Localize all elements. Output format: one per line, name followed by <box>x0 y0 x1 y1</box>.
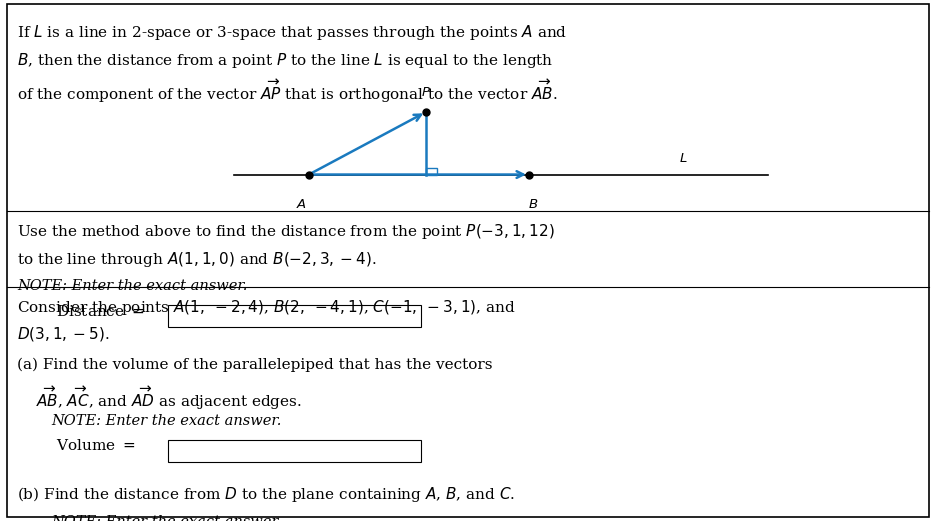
Bar <box>168 440 421 462</box>
Text: of the component of the vector $\overrightarrow{AP}$ that is orthogonal to the v: of the component of the vector $\overrig… <box>17 78 557 105</box>
Text: NOTE: Enter the exact answer.: NOTE: Enter the exact answer. <box>51 515 282 521</box>
Text: NOTE: Enter the exact answer.: NOTE: Enter the exact answer. <box>51 414 282 428</box>
Bar <box>168 305 421 327</box>
Text: Volume $=$: Volume $=$ <box>56 438 136 453</box>
Text: to the line through $A(1, 1, 0)$ and $B(-2, 3, -4)$.: to the line through $A(1, 1, 0)$ and $B(… <box>17 250 376 268</box>
Text: $P$: $P$ <box>421 86 431 99</box>
Text: (b) Find the distance from $D$ to the plane containing $A$, $B$, and $C$.: (b) Find the distance from $D$ to the pl… <box>17 485 515 504</box>
Text: Use the method above to find the distance from the point $P(-3, 1, 12)$: Use the method above to find the distanc… <box>17 222 555 241</box>
Text: $A$: $A$ <box>296 198 307 211</box>
Text: $B$: $B$ <box>529 198 538 211</box>
Text: $L$: $L$ <box>679 152 688 165</box>
Bar <box>426 168 437 175</box>
Text: (a) Find the volume of the parallelepiped that has the vectors: (a) Find the volume of the parallelepipe… <box>17 357 492 372</box>
Text: Distance $=$: Distance $=$ <box>56 304 145 319</box>
Text: NOTE: Enter the exact answer.: NOTE: Enter the exact answer. <box>17 279 247 293</box>
Text: Consider the points $A(1,\;-2, 4)$, $B(2,\;-4, 1)$, $C(-1,\;-3, 1)$, and: Consider the points $A(1,\;-2, 4)$, $B(2… <box>17 298 516 317</box>
Text: $D(3, 1, -5)$.: $D(3, 1, -5)$. <box>17 325 110 343</box>
Text: $B$, then the distance from a point $P$ to the line $L$ is equal to the length: $B$, then the distance from a point $P$ … <box>17 51 553 69</box>
Text: $\overrightarrow{AB}$, $\overrightarrow{AC}$, and $\overrightarrow{AD}$ as adjac: $\overrightarrow{AB}$, $\overrightarrow{… <box>17 384 301 412</box>
Text: If $L$ is a line in 2-space or 3-space that passes through the points $A$ and: If $L$ is a line in 2-space or 3-space t… <box>17 23 567 42</box>
